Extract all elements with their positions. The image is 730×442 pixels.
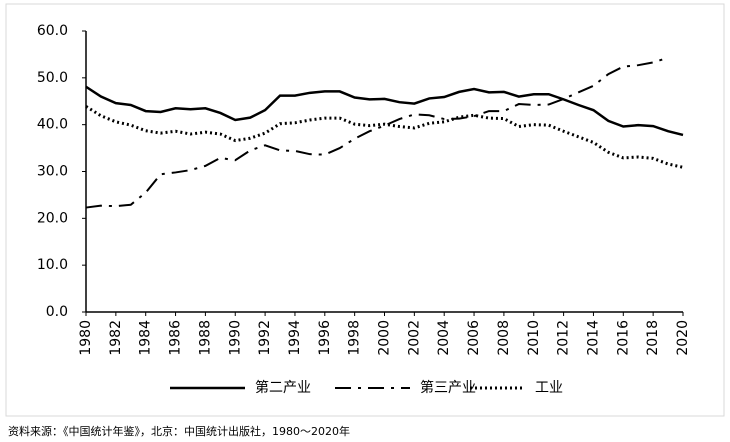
x-tick-label: 2012 bbox=[556, 320, 572, 356]
x-tick-label: 2004 bbox=[436, 320, 452, 356]
source-note: 资料来源：《中国统计年鉴》，北京：中国统计出版社，1980～2020年 bbox=[8, 424, 350, 438]
y-tick-label: 0.0 bbox=[46, 304, 68, 320]
y-tick-label: 40.0 bbox=[37, 117, 68, 133]
y-tick-label: 50.0 bbox=[37, 70, 68, 86]
y-tick-label: 30.0 bbox=[37, 164, 68, 180]
x-tick-label: 1998 bbox=[347, 320, 363, 356]
x-tick-label: 1988 bbox=[197, 320, 213, 356]
x-tick-label: 2008 bbox=[496, 320, 512, 356]
x-tick-label: 1994 bbox=[287, 320, 303, 356]
series-line bbox=[85, 56, 669, 209]
x-tick-label: 1990 bbox=[227, 320, 243, 356]
legend-label: 第二产业 bbox=[255, 379, 311, 396]
x-tick-label: 1982 bbox=[108, 320, 124, 356]
x-tick-label: 2000 bbox=[377, 320, 393, 356]
series-line bbox=[85, 105, 684, 169]
legend-label: 工业 bbox=[535, 380, 563, 396]
x-tick-label: 1996 bbox=[317, 320, 333, 356]
legend-label: 第三产业 bbox=[420, 379, 476, 396]
x-tick-label: 1992 bbox=[257, 320, 273, 356]
x-tick-label: 1984 bbox=[138, 320, 154, 356]
x-tick-label: 2018 bbox=[645, 320, 661, 356]
x-tick-label: 2002 bbox=[406, 320, 422, 356]
x-tick-label: 2016 bbox=[615, 320, 631, 356]
y-tick-label: 20.0 bbox=[37, 210, 68, 226]
x-tick-label: 1980 bbox=[78, 320, 94, 356]
x-tick-label: 2020 bbox=[675, 320, 691, 356]
y-tick-label: 10.0 bbox=[37, 257, 68, 273]
x-tick-label: 2006 bbox=[466, 320, 482, 356]
x-tick-label: 2010 bbox=[526, 320, 542, 356]
x-tick-label: 1986 bbox=[168, 320, 184, 356]
chart-border bbox=[5, 3, 725, 417]
y-tick-label: 60.0 bbox=[37, 23, 68, 39]
series-line bbox=[85, 85, 684, 137]
x-tick-label: 2014 bbox=[585, 320, 601, 356]
